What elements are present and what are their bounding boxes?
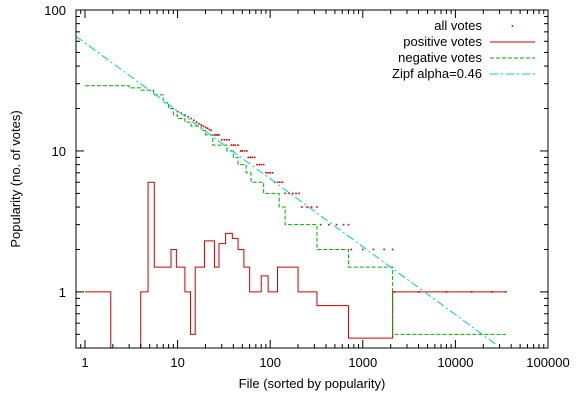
data-point <box>251 156 254 159</box>
data-point <box>316 206 318 208</box>
data-point <box>228 138 230 141</box>
data-point <box>237 144 239 146</box>
series-all-votes <box>176 110 507 293</box>
x-tick-label: 100000 <box>526 355 569 370</box>
data-point <box>206 127 209 130</box>
series-layer <box>76 35 507 348</box>
data-point <box>225 138 228 141</box>
y-tick-label: 1 <box>59 285 66 300</box>
data-point <box>247 156 250 159</box>
x-axis: 1 10 100 1000 10000 100000 <box>75 10 570 370</box>
data-point <box>230 144 233 146</box>
data-point <box>288 192 290 195</box>
data-point <box>253 156 256 159</box>
data-point <box>319 223 322 226</box>
data-point <box>213 134 216 136</box>
data-point <box>204 126 207 129</box>
data-point <box>310 206 313 208</box>
legend-label: positive votes <box>403 34 482 49</box>
data-point <box>260 163 263 166</box>
legend-label: all votes <box>434 18 482 33</box>
data-point <box>198 122 200 125</box>
data-point <box>241 150 244 152</box>
data-point <box>215 134 217 136</box>
legend-label: Zipf alpha=0.46 <box>392 66 482 81</box>
x-tick-label: 1 <box>81 355 88 370</box>
series-line <box>84 85 506 335</box>
data-point <box>306 206 308 208</box>
data-point <box>187 115 189 118</box>
data-point <box>184 114 186 116</box>
data-point <box>278 181 281 184</box>
data-point <box>267 171 269 174</box>
data-point <box>342 223 345 226</box>
y-axis: 1 10 100 <box>44 3 548 349</box>
data-point <box>361 248 364 251</box>
series-positive-votes <box>84 181 506 348</box>
data-point <box>328 223 330 226</box>
data-point <box>234 144 237 146</box>
data-point <box>383 248 385 251</box>
y-tick-label: 10 <box>52 144 66 159</box>
x-tick-label: 100 <box>259 355 281 370</box>
data-point <box>281 181 284 184</box>
plot-frame <box>75 9 549 349</box>
data-point <box>176 110 179 113</box>
data-point <box>276 181 279 184</box>
data-point <box>256 163 258 166</box>
data-point <box>232 144 235 146</box>
data-point <box>284 192 286 195</box>
data-point <box>372 248 375 251</box>
data-point <box>193 119 195 122</box>
data-point <box>218 134 220 136</box>
x-tick-label: 10 <box>170 355 184 370</box>
series-zipf-alpha-0-46 <box>76 35 498 346</box>
data-point <box>200 124 203 126</box>
data-point <box>249 156 252 159</box>
data-point <box>262 163 265 166</box>
x-axis-label: File (sorted by popularity) <box>239 376 386 391</box>
data-point <box>239 150 242 152</box>
data-point <box>243 150 246 152</box>
data-point <box>347 223 350 226</box>
series-line <box>84 181 506 348</box>
data-point <box>271 171 274 174</box>
series-negative-votes <box>84 85 506 335</box>
legend-label: negative votes <box>398 50 482 65</box>
data-point <box>335 223 338 226</box>
data-point <box>291 192 294 195</box>
data-point <box>202 125 205 127</box>
y-tick-label: 100 <box>44 3 66 18</box>
series-line <box>76 35 498 346</box>
data-point <box>298 192 300 195</box>
data-point <box>246 150 248 152</box>
data-point <box>350 248 353 251</box>
data-point <box>190 117 192 120</box>
data-point <box>269 171 271 174</box>
data-point <box>220 138 223 141</box>
x-tick-label: 10000 <box>437 355 473 370</box>
data-point <box>295 192 297 195</box>
x-tick-label: 1000 <box>348 355 377 370</box>
data-point <box>210 129 212 132</box>
legend-swatch <box>511 25 514 27</box>
data-point <box>208 128 211 131</box>
y-axis-label: Popularity (no. of votes) <box>8 110 23 247</box>
data-point <box>258 163 260 166</box>
data-point <box>216 134 219 136</box>
data-point <box>195 121 198 123</box>
data-point <box>223 138 226 141</box>
data-point <box>301 206 303 208</box>
data-point <box>391 248 394 251</box>
data-point <box>265 171 267 174</box>
